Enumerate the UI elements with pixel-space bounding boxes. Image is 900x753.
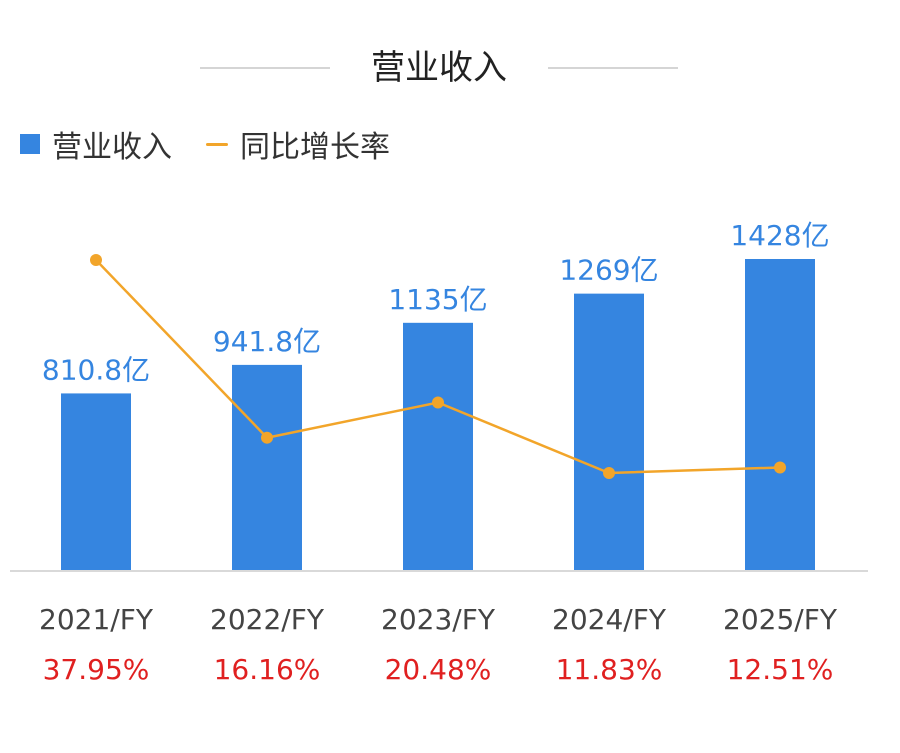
chart-title: 营业收入 bbox=[371, 48, 507, 88]
revenue-bar-label: 1269亿 bbox=[559, 254, 658, 287]
revenue-bar-label: 941.8亿 bbox=[213, 325, 321, 358]
title-divider-right bbox=[548, 67, 678, 69]
category-column: 2024/FY 11.83% bbox=[524, 600, 694, 690]
growth-rate-label: 37.95% bbox=[42, 653, 150, 686]
title-divider-left bbox=[200, 67, 330, 69]
growth-rate-label: 12.51% bbox=[726, 653, 834, 686]
revenue-bar[interactable] bbox=[61, 393, 131, 570]
x-tick-label: 2022/FY bbox=[210, 603, 324, 636]
growth-rate-label: 11.83% bbox=[555, 653, 663, 686]
x-tick-label: 2024/FY bbox=[552, 603, 666, 636]
legend-label-growth: 同比增长率 bbox=[240, 130, 390, 165]
revenue-chart: 810.8亿 941.8亿 1135亿 1269亿 1428亿 bbox=[10, 219, 868, 572]
revenue-bar[interactable] bbox=[745, 259, 815, 570]
legend-item-growth[interactable]: 同比增长率 bbox=[206, 122, 390, 166]
legend-swatch-growth bbox=[206, 142, 228, 146]
x-tick-label: 2021/FY bbox=[39, 603, 153, 636]
chart-legend: 营业收入 同比增长率 bbox=[20, 122, 424, 166]
growth-rate-point[interactable] bbox=[432, 396, 444, 409]
x-tick-label: 2023/FY bbox=[381, 603, 495, 636]
revenue-bar[interactable] bbox=[403, 322, 473, 570]
legend-item-revenue[interactable]: 营业收入 bbox=[20, 122, 172, 166]
growth-rate-point[interactable] bbox=[774, 461, 786, 474]
revenue-bar-label: 1135亿 bbox=[388, 283, 487, 316]
growth-rate-point[interactable] bbox=[261, 431, 273, 444]
growth-rate-point[interactable] bbox=[603, 467, 615, 479]
growth-rate-label: 16.16% bbox=[213, 653, 321, 686]
revenue-bar[interactable] bbox=[232, 364, 302, 570]
revenue-bar-label: 1428亿 bbox=[730, 219, 829, 252]
growth-rate-point[interactable] bbox=[90, 254, 102, 266]
category-column: 2023/FY 20.48% bbox=[353, 600, 523, 690]
category-column: 2022/FY 16.16% bbox=[182, 600, 352, 690]
growth-rate-label: 20.48% bbox=[384, 653, 492, 686]
legend-label-revenue: 营业收入 bbox=[52, 130, 172, 165]
category-column: 2021/FY 37.95% bbox=[11, 600, 181, 690]
revenue-bar[interactable] bbox=[574, 293, 644, 570]
chart-title-area: 营业收入 bbox=[0, 40, 900, 96]
category-column: 2025/FY 12.51% bbox=[695, 600, 865, 690]
category-labels: 2021/FY 37.95% 2022/FY 16.16% 2023/FY 20.48% 2… bbox=[0, 600, 900, 700]
x-tick-label: 2025/FY bbox=[723, 603, 837, 636]
legend-swatch-revenue bbox=[20, 134, 40, 154]
revenue-bar-label: 810.8亿 bbox=[42, 353, 150, 386]
